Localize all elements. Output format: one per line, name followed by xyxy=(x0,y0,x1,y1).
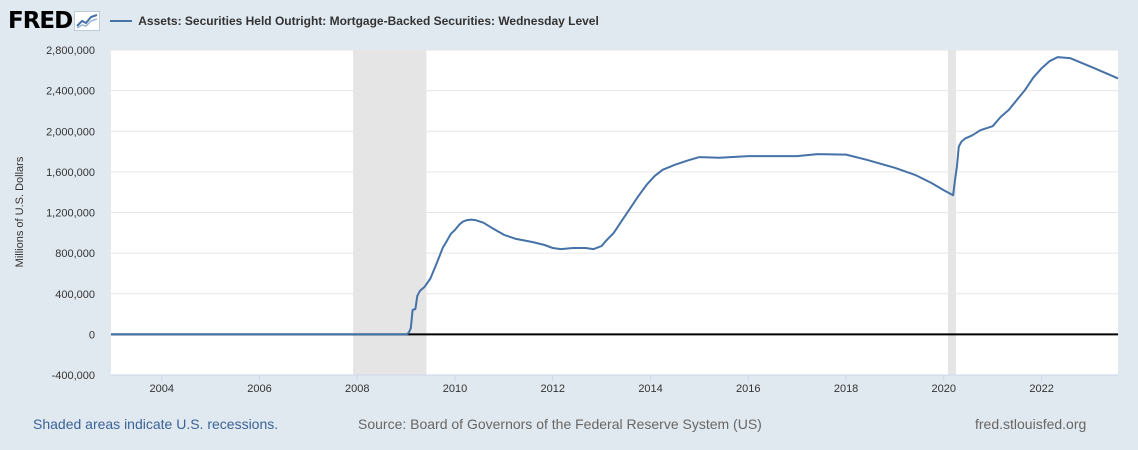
x-tick-label: 2018 xyxy=(834,383,858,395)
y-tick-label: 2,400,000 xyxy=(46,86,95,98)
recession-note-link[interactable]: Shaded areas indicate U.S. recessions. xyxy=(33,416,279,432)
fred-site-link[interactable]: fred.stlouisfed.org xyxy=(975,416,1087,432)
y-tick-label: 2,000,000 xyxy=(46,126,95,138)
y-tick-label: 1,200,000 xyxy=(46,208,95,220)
y-tick-label: 400,000 xyxy=(55,289,95,301)
fred-chart-logo-icon xyxy=(74,11,101,31)
chart-legend: Assets: Securities Held Outright: Mortga… xyxy=(110,14,599,28)
y-tick-label: 0 xyxy=(89,329,95,341)
y-tick-label: -400,000 xyxy=(52,370,95,382)
chart-header: FRED Assets: Securities Held Outright: M… xyxy=(8,6,599,36)
legend-swatch xyxy=(110,20,133,22)
x-tick-label: 2016 xyxy=(736,383,760,395)
x-tick-label: 2010 xyxy=(443,383,467,395)
fred-logo[interactable]: FRED xyxy=(8,8,101,34)
fred-logo-text: FRED xyxy=(8,8,73,34)
series-line[interactable] xyxy=(111,56,1119,336)
x-tick-label: 2014 xyxy=(638,383,662,395)
x-tick-label: 2012 xyxy=(540,383,564,395)
y-axis-label: Millions of U.S. Dollars xyxy=(14,156,26,267)
x-tick-label: 2020 xyxy=(932,383,956,395)
y-tick-label: 800,000 xyxy=(55,248,95,260)
legend-series-name: Assets: Securities Held Outright: Mortga… xyxy=(138,14,599,28)
source-note: Source: Board of Governors of the Federa… xyxy=(358,416,762,432)
y-axis-ticks: -400,000 0 400,000 800,000 1,200,000 1,600,00… xyxy=(46,45,95,382)
x-tick-label: 2006 xyxy=(247,383,271,395)
x-axis-ticks: 2004 2006 2008 2010 2012 2014 2016 2018 2020 2022 xyxy=(111,374,1118,395)
y-tick-label: 2,800,000 xyxy=(46,45,95,57)
x-tick-label: 2008 xyxy=(345,383,369,395)
x-tick-label: 2022 xyxy=(1029,383,1053,395)
y-tick-label: 1,600,000 xyxy=(46,167,95,179)
x-tick-label: 2004 xyxy=(149,383,173,395)
